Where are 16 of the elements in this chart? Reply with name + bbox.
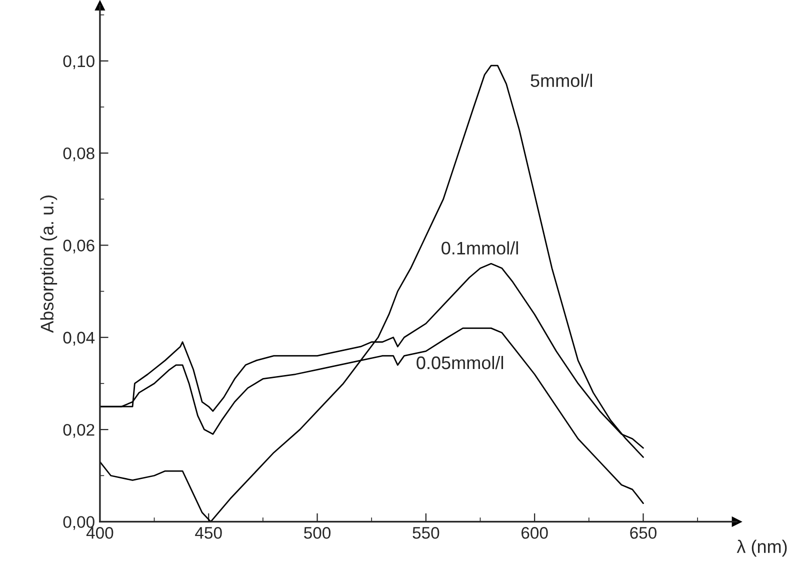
x-tick-label: 650 bbox=[630, 527, 656, 539]
y-axis-title: Absorption (a. u.) bbox=[40, 196, 58, 333]
series-label: 0.1mmol/l bbox=[442, 241, 518, 255]
y-tick-label: 0,06 bbox=[63, 240, 94, 254]
x-tick-label: 600 bbox=[522, 527, 548, 539]
x-tick-label: 550 bbox=[412, 527, 440, 539]
y-tick-label: 0,10 bbox=[63, 55, 94, 70]
series-label: 5mmol/l bbox=[530, 74, 592, 88]
series-label: 0.05mmol/l bbox=[416, 356, 504, 370]
y-tick-label: 0,02 bbox=[63, 424, 94, 438]
x-tick-label: 500 bbox=[304, 527, 331, 539]
y-tick-label: 0,04 bbox=[63, 332, 95, 346]
x-tick-label: 450 bbox=[195, 527, 222, 539]
line-series bbox=[100, 64, 644, 522]
x-axis-title: λ (nm) bbox=[736, 540, 787, 557]
y-tick-label: 0,08 bbox=[63, 147, 94, 162]
